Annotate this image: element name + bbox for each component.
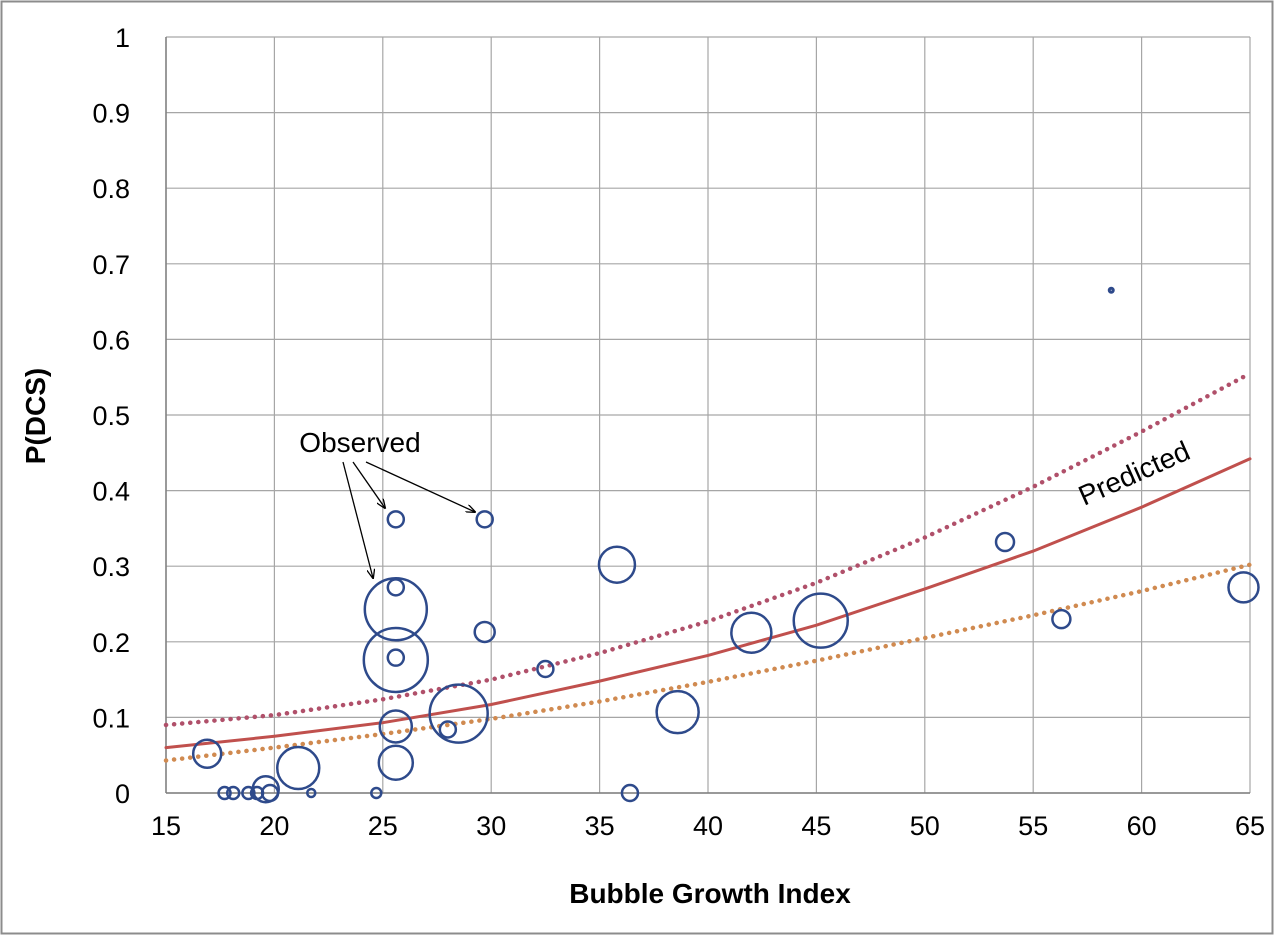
observed-point	[370, 786, 383, 800]
x-tick-label: 40	[693, 811, 723, 841]
observed-point	[306, 787, 317, 799]
observed-point	[1227, 571, 1260, 604]
predicted-line	[164, 457, 1252, 750]
observed-point	[191, 738, 223, 769]
y-tick-label: 0.1	[92, 703, 130, 733]
observed-point	[994, 531, 1016, 553]
x-tick-label: 30	[476, 811, 506, 841]
gridlines	[165, 36, 1251, 794]
x-tick-label: 15	[151, 811, 181, 841]
observed-point	[597, 545, 637, 584]
observed-point	[475, 510, 494, 529]
x-tick-label: 50	[910, 811, 940, 841]
observed-point	[428, 683, 489, 744]
observed-point	[377, 744, 415, 782]
observed-point	[260, 783, 280, 803]
observed-point	[1051, 608, 1072, 630]
y-tick-label: 0.8	[92, 174, 130, 204]
observed-points	[191, 286, 1260, 804]
y-tick-label: 0.5	[92, 401, 130, 431]
x-tick-label: 65	[1235, 811, 1265, 841]
observed-annotation: Observed	[299, 427, 475, 578]
observed-point	[275, 745, 321, 791]
observed-point	[386, 648, 406, 667]
observed-point	[655, 689, 700, 735]
observed-point	[217, 785, 232, 801]
observed-arrow-2	[352, 461, 385, 508]
x-tick-label: 60	[1127, 811, 1157, 841]
observed-arrow-1	[342, 461, 373, 578]
observed-point	[620, 783, 640, 803]
x-tick-label: 25	[368, 811, 398, 841]
observed-point	[251, 774, 280, 804]
observed-arrow-3	[365, 461, 475, 512]
y-tick-label: 0.2	[92, 628, 130, 658]
observed-point	[362, 626, 430, 694]
observed-label: Observed	[299, 427, 420, 458]
x-tick-label: 45	[801, 811, 831, 841]
observed-point	[378, 709, 414, 744]
observed-point	[225, 785, 241, 801]
x-tick-label: 55	[1018, 811, 1048, 841]
y-tick-label: 0.6	[92, 325, 130, 355]
y-axis-ticks: 0 0.1 0.2 0.3 0.4 0.5 0.6 0.7 0.8 0.9 1	[92, 23, 130, 809]
trend-lines	[163, 371, 1253, 763]
lower-bound-line	[163, 562, 1253, 763]
observed-point	[536, 659, 555, 679]
y-tick-label: 0	[115, 779, 130, 809]
upper-bound-line	[163, 371, 1253, 728]
x-axis-title: Bubble Growth Index	[569, 878, 851, 909]
y-tick-label: 0.7	[92, 250, 130, 280]
y-axis-title: P(DCS)	[20, 368, 51, 464]
x-tick-label: 20	[259, 811, 289, 841]
observed-point	[730, 611, 773, 654]
observed-point	[363, 577, 429, 642]
observed-point	[386, 510, 406, 529]
x-tick-label: 35	[585, 811, 615, 841]
observed-point	[438, 720, 458, 739]
y-tick-label: 1	[115, 23, 130, 53]
y-tick-label: 0.3	[92, 552, 130, 582]
y-tick-label: 0.9	[92, 99, 130, 129]
x-axis-ticks: 15 20 25 30 35 40 45 50 55 60 65	[151, 811, 1265, 841]
y-tick-label: 0.4	[92, 477, 130, 507]
observed-point	[473, 620, 496, 644]
observed-point	[1107, 286, 1115, 294]
observed-point	[792, 592, 849, 649]
